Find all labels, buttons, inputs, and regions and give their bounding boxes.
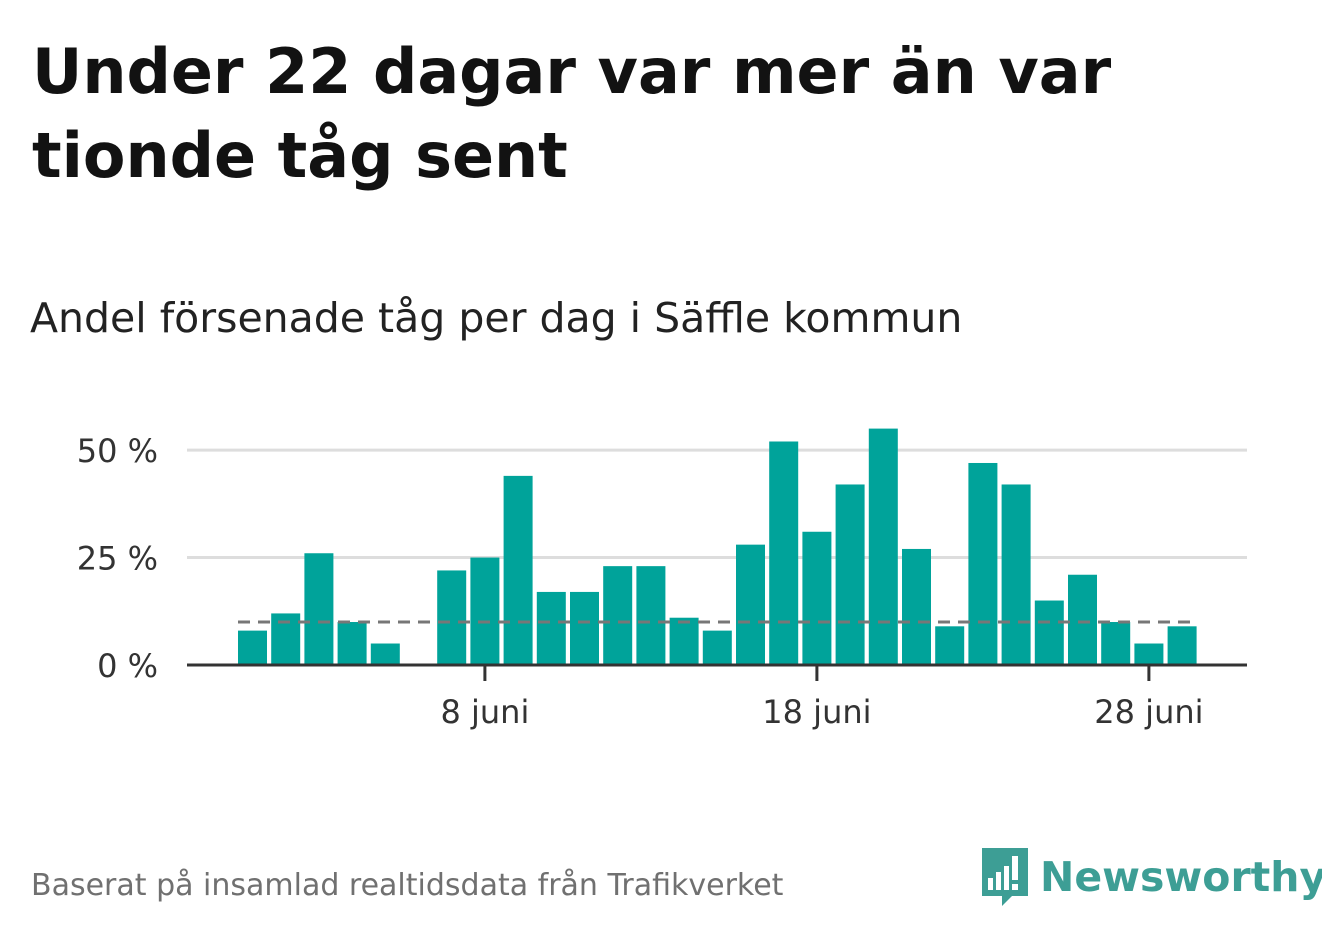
bar — [437, 570, 467, 665]
bar — [570, 591, 599, 665]
bar — [503, 475, 533, 665]
bar — [968, 462, 998, 665]
chart-title: Under 22 dagar var mer än var tionde tåg… — [32, 35, 1112, 192]
brand-name: Newsworthy — [1040, 853, 1322, 901]
bar — [603, 566, 633, 665]
bar — [1001, 484, 1031, 665]
x-axis-labels: 8 juni 18 juni 28 juni — [440, 665, 1204, 731]
y-tick-label: 25 % — [77, 540, 158, 578]
bar — [736, 544, 765, 665]
bar — [636, 566, 666, 665]
x-tick-label: 18 juni — [762, 693, 871, 731]
newsworthy-logo-icon — [982, 848, 1028, 906]
x-tick-label: 28 juni — [1094, 693, 1203, 731]
bar — [835, 484, 865, 665]
grid-lines — [187, 448, 1247, 560]
bar — [370, 643, 400, 665]
bar — [935, 626, 965, 665]
bar — [337, 622, 367, 665]
x-tick-label: 8 juni — [440, 693, 529, 731]
bar — [669, 617, 699, 665]
bar — [769, 441, 799, 665]
bar — [1068, 574, 1097, 665]
bars — [238, 428, 1197, 665]
bar — [1101, 622, 1131, 665]
bar — [1034, 600, 1064, 665]
bar — [536, 591, 566, 665]
bar — [470, 557, 500, 665]
y-tick-label: 0 % — [97, 647, 158, 685]
chart-subtitle: Andel försenade tåg per dag i Säffle kom… — [30, 294, 963, 342]
bar — [702, 630, 732, 665]
y-axis-labels: 0 % 25 % 50 % — [77, 432, 158, 685]
y-tick-label: 50 % — [77, 432, 158, 470]
bar — [304, 553, 334, 665]
bar — [802, 531, 832, 665]
brand-logo: Newsworthy — [980, 846, 1322, 908]
bar — [902, 548, 931, 665]
source-note: Baserat på insamlad realtidsdata från Tr… — [31, 868, 784, 903]
bar-chart: 0 % 25 % 50 % 8 juni 18 juni 28 juni — [77, 428, 1247, 731]
bar — [1167, 626, 1197, 665]
bar — [1134, 643, 1164, 665]
bar — [238, 630, 267, 665]
bar — [868, 428, 898, 665]
